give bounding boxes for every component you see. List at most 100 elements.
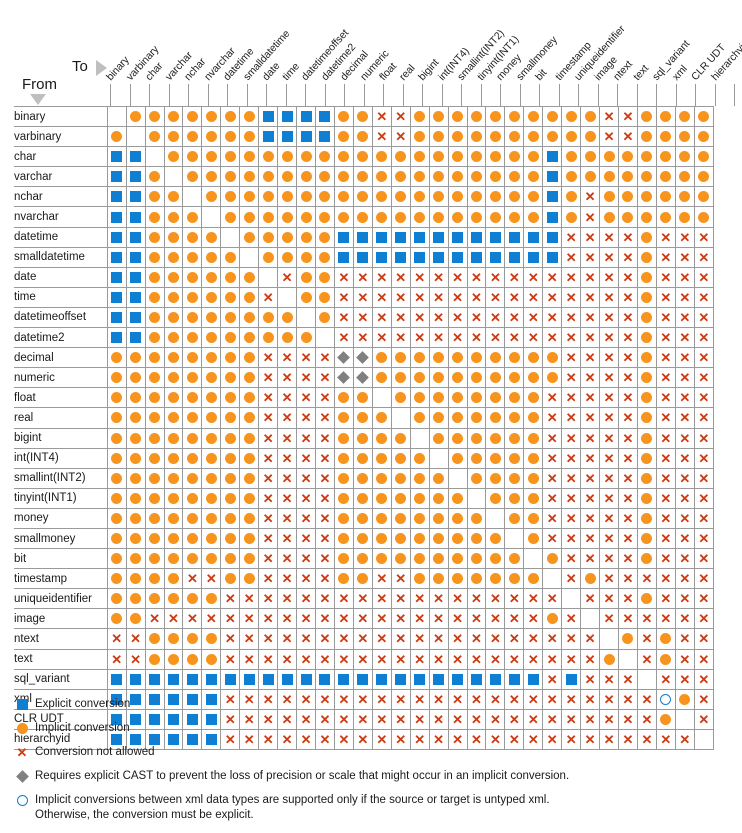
orange-circle-icon: [300, 191, 312, 203]
cell-float-to-nchar: [182, 387, 203, 409]
orange-circle-icon: [376, 432, 388, 444]
orange-circle-icon: [243, 332, 255, 344]
cell-varchar-to-smallmoney: [504, 166, 525, 188]
cell-varchar-to-ntext: [599, 166, 620, 188]
column-tick: [441, 84, 443, 106]
cell-int-int4--to-tinyint-int1-: [466, 447, 487, 469]
cell-datetimeoffset-to-tinyint-int1-: ✕: [466, 306, 487, 329]
cell-varchar-to-smallint-int2-: [447, 166, 468, 188]
orange-circle-icon: [319, 211, 331, 223]
cell-sql-variant-to-sql-variant: [636, 668, 657, 690]
column-tick: [734, 84, 735, 106]
red-x-icon: ✕: [698, 551, 710, 567]
matrix-row: binary ✕ ✕ ✕ ✕: [14, 105, 715, 128]
red-x-icon: ✕: [641, 571, 653, 587]
red-x-icon: ✕: [508, 691, 520, 707]
cell-text-to-smalldatetime: ✕: [239, 648, 260, 670]
cell-nvarchar-to-uniqueidentifier: [561, 206, 582, 228]
matrix-row: datetimeoffset ✕ ✕ ✕ ✕ ✕ ✕ ✕ ✕ ✕ ✕ ✕ ✕ ✕ ✕ ✕ ✕ ✕ ✕ ✕: [14, 306, 715, 329]
blue-square-icon: [527, 251, 539, 263]
red-x-icon: ✕: [584, 209, 596, 225]
red-x-icon: ✕: [319, 470, 331, 486]
cell-time-to-nvarchar: [201, 286, 222, 308]
cell-nchar-to-numeric: [352, 186, 373, 208]
blue-square-icon: [508, 673, 520, 685]
orange-circle-icon: [376, 412, 388, 424]
blue-square-icon: [414, 231, 426, 243]
red-x-icon: ✕: [338, 651, 350, 667]
blue-square-icon: [130, 733, 142, 745]
blue-square-icon: [167, 693, 179, 705]
orange-circle-icon: [149, 553, 161, 565]
red-x-icon: ✕: [452, 309, 463, 325]
cell-date-to-money: ✕: [485, 266, 506, 288]
red-x-icon: ✕: [660, 430, 672, 446]
cell-numeric-to-varbinary: [125, 367, 146, 389]
cell-binary-to-image: [580, 105, 601, 128]
cell-decimal-to-smallmoney: [504, 347, 525, 369]
cell-tinyint-int1--to-varchar: [163, 487, 184, 509]
cell-clr-udt-to-uniqueidentifier: ✕: [561, 708, 582, 730]
red-x-icon: ✕: [584, 711, 596, 727]
red-x-icon: ✕: [414, 591, 426, 607]
cell-clr-udt-to-money: ✕: [485, 708, 506, 730]
orange-circle-icon: [641, 111, 653, 123]
red-x-icon: ✕: [319, 711, 331, 727]
red-x-icon: ✕: [300, 430, 312, 446]
red-x-icon: ✕: [300, 611, 312, 627]
orange-circle-icon: [357, 512, 369, 524]
legend-label-line1: Implicit conversion: [35, 722, 130, 734]
orange-circle-icon: [641, 412, 653, 424]
red-x-icon: ✕: [452, 711, 463, 727]
cell-datetimeoffset-to-char: [144, 306, 165, 329]
cell-varbinary-to-sql-variant: [636, 126, 657, 148]
red-x-icon: ✕: [262, 430, 274, 446]
orange-circle-icon: [414, 553, 426, 565]
cell-varchar-to-smalldatetime: [239, 166, 260, 188]
red-x-icon: ✕: [698, 289, 710, 305]
orange-circle-icon: [489, 191, 501, 203]
row-header-smallmoney: smallmoney: [14, 527, 108, 550]
cell-varbinary-to-time: [277, 126, 298, 148]
cell-hierarchyid-to-varbinary: [125, 728, 146, 751]
matrix-row: datetime ✕ ✕ ✕ ✕ ✕ ✕ ✕: [14, 226, 715, 248]
orange-circle-icon: [433, 372, 445, 384]
cell-smallmoney-to-int-int4-: [428, 527, 449, 550]
cell-datetimeoffset-to-float: ✕: [371, 306, 392, 329]
red-x-icon: ✕: [376, 269, 388, 285]
cell-varbinary-to-numeric: [352, 126, 373, 148]
cell-real-to-bit: [523, 407, 544, 429]
cell-text-to-smallmoney: ✕: [504, 648, 525, 670]
cell-hierarchyid-to-smalldatetime: ✕: [239, 728, 260, 751]
cell-ntext-to-uniqueidentifier: ✕: [561, 628, 582, 650]
orange-circle-icon: [224, 472, 236, 484]
cell-ntext-to-real: ✕: [390, 628, 411, 650]
cell-bigint-to-bigint: [409, 427, 430, 449]
red-x-icon: ✕: [319, 631, 331, 647]
red-x-icon: ✕: [300, 591, 312, 607]
row-header-tinyint-int1-: tinyint(INT1): [14, 487, 108, 509]
cell-smalldatetime-to-varchar: [163, 246, 184, 268]
orange-circle-icon: [224, 291, 236, 303]
cell-int-int4--to-ntext: ✕: [599, 447, 620, 469]
orange-circle-icon: [281, 171, 293, 183]
cell-datetime-to-numeric: [352, 226, 373, 248]
cell-numeric-to-timestamp: [542, 367, 563, 389]
orange-circle-icon: [452, 171, 464, 183]
cell-text-to-text: [618, 648, 638, 670]
red-x-icon: ✕: [452, 591, 463, 607]
red-x-icon: ✕: [679, 370, 691, 386]
cell-nvarchar-to-smalldatetime: [239, 206, 260, 228]
column-tick: [383, 84, 384, 106]
red-x-icon: ✕: [622, 269, 634, 285]
orange-circle-icon: [376, 472, 388, 484]
orange-circle-icon: [111, 131, 123, 143]
cell-hierarchyid-to-datetimeoffset: ✕: [296, 728, 317, 751]
cell-nchar-to-nvarchar: [201, 186, 222, 208]
cell-smallint-int2--to-bigint: [409, 467, 430, 489]
cell-ntext-to-nvarchar: [201, 628, 222, 650]
cell-ntext-to-ntext: [599, 628, 620, 650]
cell-binary-to-clr-udt: [674, 105, 695, 128]
cell-smalldatetime-to-numeric: [352, 246, 373, 268]
cell-decimal-to-real: [390, 347, 411, 369]
